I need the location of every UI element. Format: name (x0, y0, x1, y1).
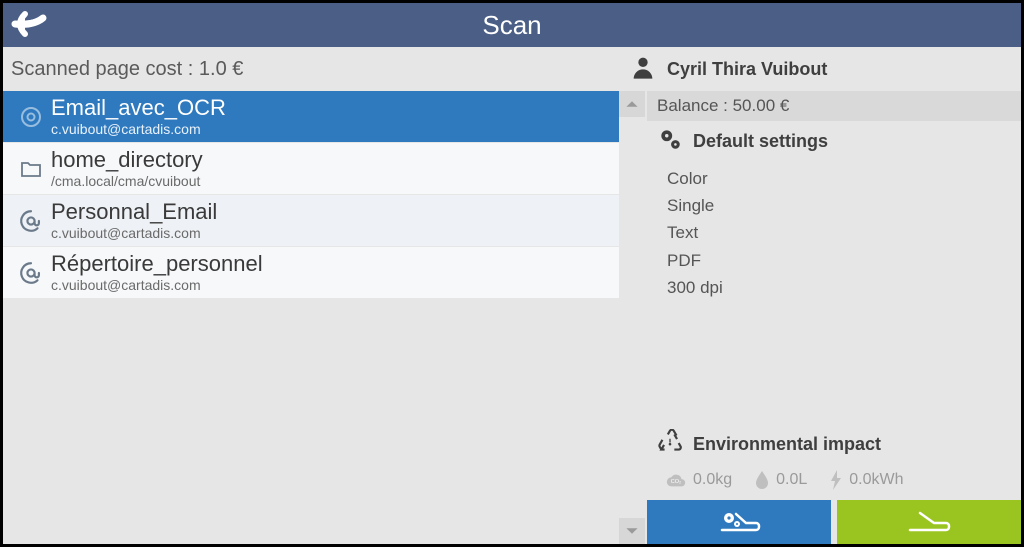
scroll-down-button[interactable] (619, 518, 645, 544)
destination-title: Répertoire_personnel (51, 252, 263, 276)
scan-settings-button[interactable] (647, 500, 831, 544)
content-area: Scanned page cost : 1.0 € Email_avec_OCR… (3, 47, 1021, 544)
cost-label: Scanned page cost : 1.0 € (11, 58, 243, 81)
destination-title: Email_avec_OCR (51, 96, 226, 120)
env-energy-value: 0.0kWh (849, 471, 903, 489)
user-name: Cyril Thira Vuibout (667, 59, 827, 80)
droplet-icon (754, 470, 770, 490)
action-row (647, 500, 1021, 544)
env-water: 0.0L (754, 470, 807, 490)
destination-title: home_directory (51, 148, 203, 172)
settings-header-label: Default settings (693, 131, 828, 152)
right-main: Balance : 50.00 € Default settings Color… (647, 91, 1021, 544)
at-icon (11, 260, 51, 286)
setting-item: Color (667, 165, 1001, 192)
folder-icon (11, 157, 51, 181)
user-icon (629, 53, 657, 86)
app-frame: Scan Scanned page cost : 1.0 € Email_ave… (0, 0, 1024, 547)
destination-subtitle: /cma.local/cma/cvuibout (51, 174, 203, 189)
balance-row: Balance : 50.00 € (647, 91, 1021, 121)
destination-title: Personnal_Email (51, 200, 217, 224)
destination-subtitle: c.vuibout@cartadis.com (51, 122, 226, 137)
environment-header-label: Environmental impact (693, 434, 881, 455)
destination-item[interactable]: home_directory /cma.local/cma/cvuibout (3, 143, 619, 195)
left-column: Scanned page cost : 1.0 € Email_avec_OCR… (3, 47, 619, 544)
right-column: Cyril Thira Vuibout Balance : 50.00 € (619, 47, 1021, 544)
title-bar: Scan (3, 3, 1021, 47)
env-water-value: 0.0L (776, 471, 807, 489)
destination-item[interactable]: Email_avec_OCR c.vuibout@cartadis.com (3, 91, 619, 143)
destination-item[interactable]: Personnal_Email c.vuibout@cartadis.com (3, 195, 619, 247)
settings-header[interactable]: Default settings (647, 121, 1021, 161)
back-arrow-icon (11, 10, 51, 40)
settings-list: Color Single Text PDF 300 dpi (647, 161, 1021, 311)
cost-bar: Scanned page cost : 1.0 € (3, 47, 619, 91)
destination-subtitle: c.vuibout@cartadis.com (51, 226, 217, 241)
bolt-icon (829, 470, 843, 490)
page-title: Scan (3, 10, 1021, 41)
env-energy: 0.0kWh (829, 470, 903, 490)
chevron-down-icon (625, 524, 639, 538)
setting-item: Text (667, 219, 1001, 246)
chevron-up-icon (625, 97, 639, 111)
balance-label: Balance : 50.00 € (657, 96, 789, 116)
destination-item[interactable]: Répertoire_personnel c.vuibout@cartadis.… (3, 247, 619, 299)
scroll-column (619, 91, 647, 544)
setting-item: Single (667, 192, 1001, 219)
scanner-icon (906, 508, 952, 536)
at-icon (11, 208, 51, 234)
scroll-up-button[interactable] (619, 91, 645, 117)
back-button[interactable] (3, 3, 59, 47)
setting-item: PDF (667, 247, 1001, 274)
svg-text:CO₂: CO₂ (671, 479, 681, 485)
scan-button[interactable] (837, 500, 1021, 544)
recycle-icon (657, 429, 683, 460)
gears-icon (657, 126, 683, 157)
destination-list: Email_avec_OCR c.vuibout@cartadis.com ho… (3, 91, 619, 544)
at-icon (11, 105, 51, 129)
destination-subtitle: c.vuibout@cartadis.com (51, 278, 263, 293)
environment-header: Environmental impact (647, 424, 1021, 464)
cloud-icon: CO₂ (665, 471, 687, 489)
environment-row: CO₂ 0.0kg 0.0L 0.0kWh (647, 464, 1021, 500)
user-row: Cyril Thira Vuibout (619, 47, 1021, 91)
scanner-settings-icon (716, 508, 762, 536)
env-co2: CO₂ 0.0kg (665, 471, 732, 489)
env-co2-value: 0.0kg (693, 471, 732, 489)
setting-item: 300 dpi (667, 274, 1001, 301)
